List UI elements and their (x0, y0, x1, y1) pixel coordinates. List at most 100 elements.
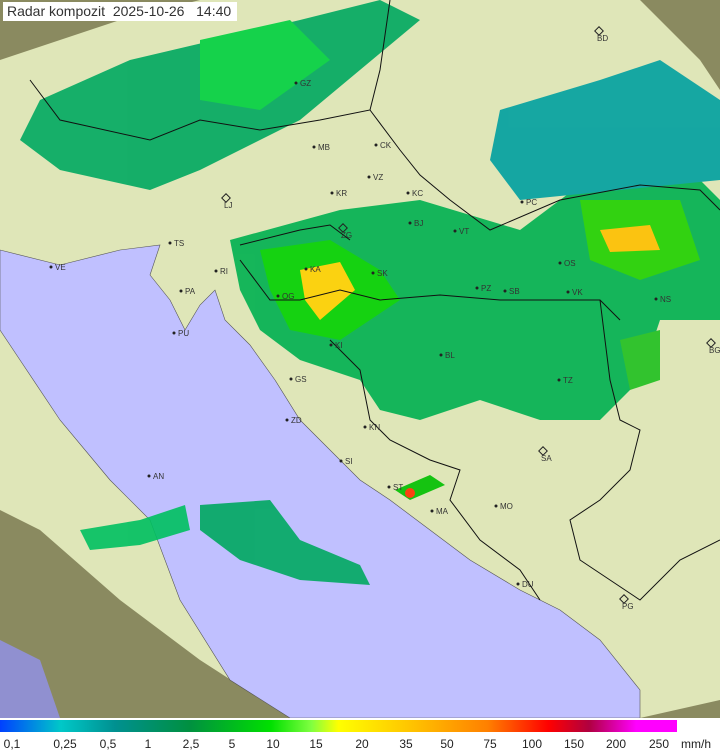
city-label: TZ (563, 376, 573, 385)
city-markers: GZ MB CK VZ KR KC LJ BJ VT ZG TS VE RI KA SK PA PZ SB OS VK… (49, 26, 720, 611)
city-marker-icon (363, 425, 367, 429)
city-marker-icon (453, 229, 457, 233)
city-marker-icon (221, 193, 231, 203)
product-name: Radar kompozit (7, 3, 106, 19)
city-label: ST (393, 483, 403, 492)
city-marker-icon (516, 582, 520, 586)
city-label: VE (55, 263, 66, 272)
city-label: SK (377, 269, 388, 278)
city-label: KN (369, 423, 380, 432)
city-marker-icon (439, 353, 443, 357)
city-label: PA (185, 287, 196, 296)
city-marker-icon (214, 269, 218, 273)
city-label: ZD (291, 416, 302, 425)
city-label: KC (412, 189, 423, 198)
city-label: BL (445, 351, 455, 360)
city-label: PC (526, 198, 537, 207)
city-label: VZ (373, 173, 383, 182)
city-marker-icon (312, 145, 316, 149)
city-label: ZG (341, 231, 352, 240)
legend-tick: 0,1 (3, 737, 21, 751)
map-title: Radar kompozit 2025-10-26 14:40 (3, 2, 238, 21)
legend-tick: 100 (521, 737, 543, 751)
city-label: NS (660, 295, 671, 304)
city-label: KA (310, 265, 321, 274)
city-marker-icon (304, 267, 308, 271)
city-marker-icon (503, 289, 507, 293)
sea-outside-coverage (0, 640, 60, 718)
city-marker-icon (371, 271, 375, 275)
precipitation-color-scale (0, 720, 677, 732)
city-marker-icon (408, 221, 412, 225)
city-label: PU (178, 329, 189, 338)
city-label: DU (522, 580, 534, 589)
city-marker-icon (338, 223, 348, 233)
city-label: GZ (300, 79, 311, 88)
city-marker-icon (406, 191, 410, 195)
radar-map: GZ MB CK VZ KR KC LJ BJ VT ZG TS VE RI KA SK PA PZ SB OS VK… (0, 0, 720, 718)
city-label: MO (500, 502, 513, 511)
legend-unit: mm/h (681, 737, 711, 751)
city-marker-icon (329, 343, 333, 347)
city-label: PZ (481, 284, 491, 293)
legend-tick: 0,25 (53, 737, 77, 751)
city-label: OG (282, 292, 294, 301)
legend-tick: 10 (266, 737, 280, 751)
legend-tick: 50 (440, 737, 454, 751)
city-label: SA (541, 454, 552, 463)
legend-tick: 15 (309, 737, 323, 751)
city-marker-icon (706, 338, 716, 348)
timestamp-date: 2025-10-26 (112, 3, 185, 19)
city-label: OS (564, 259, 576, 268)
city-marker-icon (49, 265, 53, 269)
city-marker-icon (367, 175, 371, 179)
city-marker-icon (557, 378, 561, 382)
city-marker-icon (147, 474, 151, 478)
city-label: LJ (224, 201, 232, 210)
legend-tick: 200 (605, 737, 627, 751)
city-marker-icon (566, 290, 570, 294)
city-label: PG (622, 602, 634, 611)
city-marker-icon (294, 81, 298, 85)
precipitation-layer (20, 0, 720, 585)
city-marker-icon (520, 200, 524, 204)
legend-tick: 250 (648, 737, 670, 751)
city-label: TS (174, 239, 184, 248)
legend-tick: 150 (563, 737, 585, 751)
legend-tick: 2,5 (182, 737, 200, 751)
legend-tick: 5 (228, 737, 236, 751)
city-marker-icon (538, 446, 548, 456)
city-marker-icon (168, 241, 172, 245)
city-label: SI (345, 457, 353, 466)
city-label: KR (336, 189, 347, 198)
city-marker-icon (558, 261, 562, 265)
city-marker-icon (289, 377, 293, 381)
legend-tick: 75 (483, 737, 497, 751)
city-label: RI (220, 267, 228, 276)
city-label: BG (709, 346, 720, 355)
city-label: CK (380, 141, 392, 150)
city-marker-icon (276, 294, 280, 298)
city-marker-icon (285, 418, 289, 422)
city-marker-icon (619, 594, 629, 604)
legend-tick: 35 (399, 737, 413, 751)
timestamp-time: 14:40 (196, 3, 232, 19)
city-label: VK (572, 288, 583, 297)
city-label: AN (153, 472, 164, 481)
city-label: MA (436, 507, 449, 516)
city-label: SB (509, 287, 520, 296)
legend-tick: 0,5 (99, 737, 117, 751)
legend-tick: 20 (355, 737, 369, 751)
city-label: BD (597, 34, 608, 43)
borders (29, 0, 720, 601)
city-label: MB (318, 143, 330, 152)
city-marker-icon (494, 504, 498, 508)
city-label: GS (295, 375, 307, 384)
city-marker-icon (330, 191, 334, 195)
city-label: KI (335, 341, 343, 350)
city-marker-icon (374, 143, 378, 147)
city-marker-icon (594, 26, 604, 36)
city-marker-icon (387, 485, 391, 489)
city-label: BJ (414, 219, 423, 228)
city-marker-icon (475, 286, 479, 290)
